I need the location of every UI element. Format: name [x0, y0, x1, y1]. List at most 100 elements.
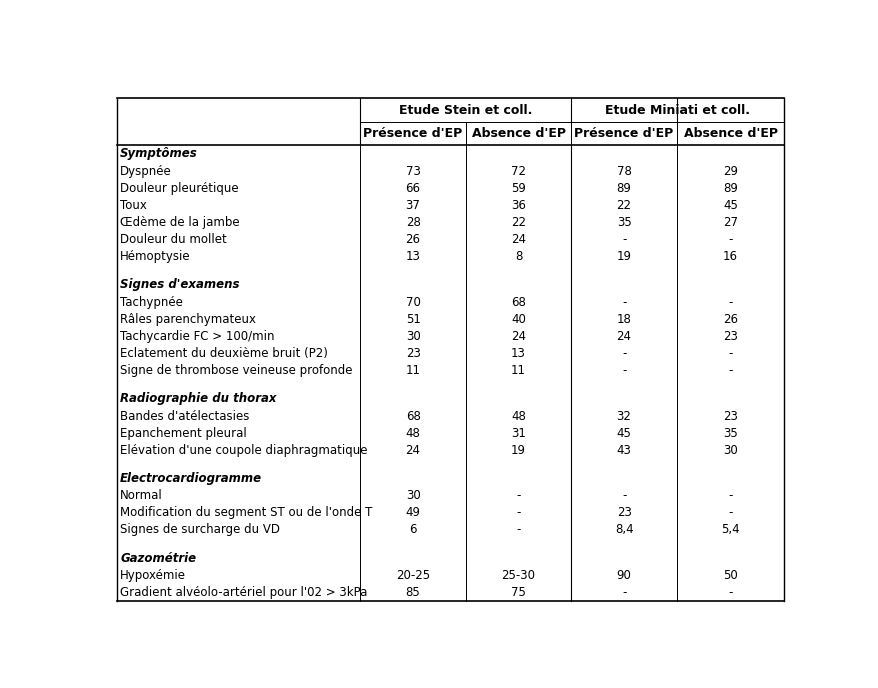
Text: 5,4: 5,4 [721, 524, 739, 537]
Text: 45: 45 [723, 199, 738, 212]
Text: 27: 27 [723, 216, 738, 229]
Text: -: - [621, 296, 625, 309]
Text: Râles parenchymateux: Râles parenchymateux [120, 313, 255, 326]
Text: Etude Miniati et coll.: Etude Miniati et coll. [605, 103, 750, 116]
Text: Gazométrie: Gazométrie [120, 552, 196, 565]
Text: 26: 26 [723, 313, 738, 326]
Text: 68: 68 [511, 296, 525, 309]
Text: 66: 66 [405, 182, 421, 195]
Text: 23: 23 [723, 330, 738, 343]
Text: 43: 43 [616, 444, 630, 457]
Text: 48: 48 [511, 409, 525, 422]
Text: 13: 13 [406, 250, 420, 263]
Text: 85: 85 [406, 586, 420, 599]
Text: 35: 35 [723, 427, 738, 440]
Text: 19: 19 [615, 250, 631, 263]
Text: 28: 28 [406, 216, 420, 229]
Text: 32: 32 [616, 409, 630, 422]
Text: Eclatement du deuxième bruit (P2): Eclatement du deuxième bruit (P2) [120, 347, 327, 360]
Text: 75: 75 [511, 586, 525, 599]
Text: 30: 30 [723, 444, 738, 457]
Text: 25-30: 25-30 [501, 569, 535, 582]
Text: 8,4: 8,4 [614, 524, 633, 537]
Text: Gradient alvéolo-artériel pour l'02 > 3kPa: Gradient alvéolo-artériel pour l'02 > 3k… [120, 586, 367, 599]
Text: 48: 48 [406, 427, 420, 440]
Text: Tachycardie FC > 100/min: Tachycardie FC > 100/min [120, 330, 274, 343]
Text: Toux: Toux [120, 199, 147, 212]
Text: Hypoxémie: Hypoxémie [120, 569, 186, 582]
Text: -: - [621, 489, 625, 502]
Text: 23: 23 [723, 409, 738, 422]
Text: 70: 70 [406, 296, 420, 309]
Text: 23: 23 [406, 347, 420, 360]
Text: 24: 24 [510, 330, 526, 343]
Text: Electrocardiogramme: Electrocardiogramme [120, 472, 262, 485]
Text: Modification du segment ST ou de l'onde T: Modification du segment ST ou de l'onde … [120, 506, 372, 519]
Text: Absence d'EP: Absence d'EP [683, 127, 777, 140]
Text: -: - [515, 506, 520, 519]
Text: 68: 68 [406, 409, 420, 422]
Text: Signes d'examens: Signes d'examens [120, 278, 240, 291]
Text: -: - [621, 586, 625, 599]
Text: Elévation d'une coupole diaphragmatique: Elévation d'une coupole diaphragmatique [120, 444, 367, 457]
Text: -: - [728, 364, 732, 377]
Text: 22: 22 [510, 216, 526, 229]
Text: 26: 26 [405, 233, 421, 246]
Text: 24: 24 [615, 330, 631, 343]
Text: Etude Stein et coll.: Etude Stein et coll. [399, 103, 532, 116]
Text: 35: 35 [616, 216, 630, 229]
Text: Dyspnée: Dyspnée [120, 165, 171, 178]
Text: 78: 78 [616, 165, 630, 178]
Text: Bandes d'atélectasies: Bandes d'atélectasies [120, 409, 249, 422]
Text: -: - [728, 489, 732, 502]
Text: 31: 31 [511, 427, 525, 440]
Text: 89: 89 [723, 182, 738, 195]
Text: Normal: Normal [120, 489, 162, 502]
Text: 59: 59 [511, 182, 525, 195]
Text: -: - [515, 524, 520, 537]
Text: 6: 6 [409, 524, 416, 537]
Text: -: - [728, 347, 732, 360]
Text: 51: 51 [406, 313, 420, 326]
Text: 19: 19 [510, 444, 526, 457]
Text: Signe de thrombose veineuse profonde: Signe de thrombose veineuse profonde [120, 364, 352, 377]
Text: 24: 24 [510, 233, 526, 246]
Text: 13: 13 [511, 347, 525, 360]
Text: 49: 49 [405, 506, 421, 519]
Text: 11: 11 [405, 364, 421, 377]
Text: Radiographie du thorax: Radiographie du thorax [120, 392, 277, 405]
Text: Présence d'EP: Présence d'EP [574, 127, 673, 140]
Text: Douleur du mollet: Douleur du mollet [120, 233, 227, 246]
Text: 40: 40 [511, 313, 525, 326]
Text: 90: 90 [616, 569, 630, 582]
Text: Hémoptysie: Hémoptysie [120, 250, 191, 263]
Text: 24: 24 [405, 444, 421, 457]
Text: 30: 30 [406, 489, 420, 502]
Text: 36: 36 [511, 199, 525, 212]
Text: Tachypnée: Tachypnée [120, 296, 183, 309]
Text: -: - [621, 364, 625, 377]
Text: 37: 37 [406, 199, 420, 212]
Text: 16: 16 [723, 250, 738, 263]
Text: -: - [515, 489, 520, 502]
Text: -: - [728, 233, 732, 246]
Text: 22: 22 [615, 199, 631, 212]
Text: Symptômes: Symptômes [120, 147, 198, 160]
Text: -: - [728, 506, 732, 519]
Text: 50: 50 [723, 569, 738, 582]
Text: 20-25: 20-25 [396, 569, 429, 582]
Text: 8: 8 [515, 250, 522, 263]
Text: Douleur pleurétique: Douleur pleurétique [120, 182, 239, 195]
Text: 11: 11 [510, 364, 526, 377]
Text: -: - [621, 347, 625, 360]
Text: -: - [621, 233, 625, 246]
Text: Présence d'EP: Présence d'EP [363, 127, 462, 140]
Text: 89: 89 [616, 182, 630, 195]
Text: -: - [728, 586, 732, 599]
Text: 45: 45 [616, 427, 630, 440]
Text: Signes de surcharge du VD: Signes de surcharge du VD [120, 524, 280, 537]
Text: -: - [728, 296, 732, 309]
Text: 23: 23 [616, 506, 630, 519]
Text: Œdème de la jambe: Œdème de la jambe [120, 216, 240, 229]
Text: 30: 30 [406, 330, 420, 343]
